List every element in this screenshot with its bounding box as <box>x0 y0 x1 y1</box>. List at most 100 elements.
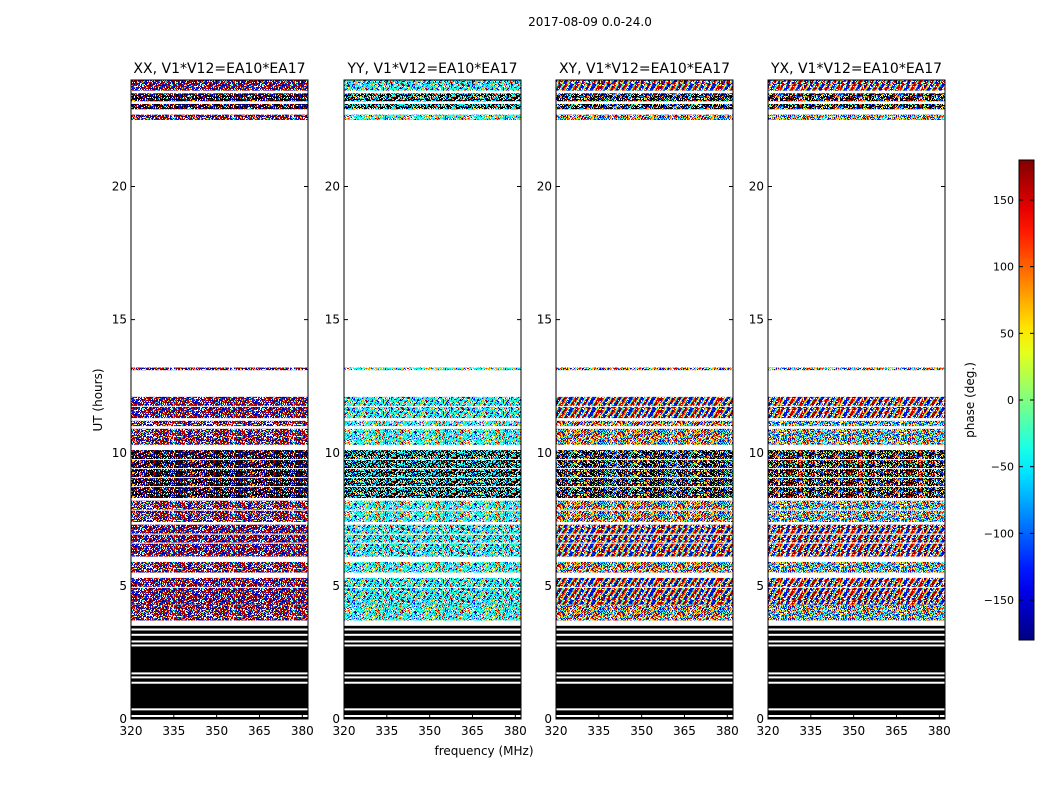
colorbar: 150 100 50 0 −50 −100 −150 <box>984 159 1035 641</box>
band-stripe <box>344 468 521 470</box>
band-gap <box>768 715 945 718</box>
band-fringe <box>556 524 733 557</box>
band-fringe <box>344 80 521 91</box>
band-stripe <box>344 533 521 535</box>
y-tick-label: 10 <box>749 446 764 460</box>
y-tick-label: 0 <box>332 712 340 726</box>
band-stripe <box>768 468 945 470</box>
band-noise <box>768 420 945 427</box>
band-gap <box>768 676 945 679</box>
panel-title: YY, V1*V12=EA10*EA17 <box>346 61 517 77</box>
band-noise <box>131 561 308 573</box>
panel-4: YX, V1*V12=EA10*EA17 320 335 350 365 380 0 5 10 1… <box>749 61 951 738</box>
y-tick-label: 0 <box>119 712 127 726</box>
band-stripe <box>131 533 308 535</box>
y-tick-label: 5 <box>756 579 764 593</box>
band-stripe <box>344 509 521 511</box>
x-tick-label: 320 <box>757 724 780 738</box>
band-noise <box>556 420 733 427</box>
band-fringe <box>131 396 308 419</box>
band-gap <box>131 644 308 647</box>
band-noise <box>131 367 308 371</box>
band-noise <box>344 114 521 120</box>
y-tick-label: 0 <box>756 712 764 726</box>
panel-image <box>344 80 521 719</box>
band-dense <box>131 450 308 499</box>
band-gap <box>344 672 521 675</box>
band-stripe <box>556 586 733 588</box>
band-dense <box>344 450 521 499</box>
band-gap <box>344 676 521 679</box>
band-noise <box>344 604 521 621</box>
band-stripe <box>131 468 308 470</box>
band-stripe <box>768 542 945 544</box>
band-fringe <box>768 577 945 605</box>
colorbar-tick-label: −50 <box>991 461 1014 474</box>
band-noise <box>556 114 733 120</box>
band-noise <box>768 367 945 371</box>
y-tick-label: 10 <box>537 446 552 460</box>
band-noise <box>344 561 521 573</box>
band-stripe <box>131 509 308 511</box>
band-stripe <box>131 586 308 588</box>
panel-frame <box>767 79 946 720</box>
band-noise <box>344 428 521 445</box>
band-fringe <box>344 524 521 557</box>
colorbar-tick-label: −100 <box>984 527 1014 540</box>
y-tick-label: 15 <box>537 313 552 327</box>
colorbar-tick-label: 100 <box>993 261 1014 274</box>
x-tick-label: 365 <box>885 724 908 738</box>
band-stripe <box>768 477 945 479</box>
band-dense <box>556 103 733 110</box>
band-stripe <box>768 405 945 407</box>
y-tick-label: 20 <box>325 180 340 194</box>
x-tick-label: 380 <box>716 724 739 738</box>
band-fringe <box>344 577 521 605</box>
band-gap <box>768 633 945 636</box>
band-noise <box>344 367 521 371</box>
band-noise <box>131 420 308 427</box>
band-gap <box>556 676 733 679</box>
band-stripe <box>344 459 521 461</box>
x-tick-label: 380 <box>928 724 951 738</box>
band-gap <box>344 644 521 647</box>
band-stripe <box>768 586 945 588</box>
panel-2: YY, V1*V12=EA10*EA17 320 335 350 365 380 0 5 10 1… <box>325 61 527 738</box>
band-gap <box>344 681 521 684</box>
band-stripe <box>556 542 733 544</box>
panel-title: XX, V1*V12=EA10*EA17 <box>133 61 305 77</box>
colorbar-tick-label: −150 <box>984 594 1014 607</box>
band-stripe <box>344 477 521 479</box>
band-gap <box>131 633 308 636</box>
colorbar-tick-label: 0 <box>1007 394 1014 407</box>
band-dense <box>556 93 733 102</box>
colorbar-tick-label: 150 <box>993 194 1014 207</box>
figure-suptitle: 2017-08-09 0.0-24.0 <box>528 15 652 29</box>
x-tick-label: 335 <box>162 724 185 738</box>
y-tick-label: 20 <box>112 180 127 194</box>
band-stripe <box>131 486 308 488</box>
band-stripe <box>556 486 733 488</box>
y-tick-label: 15 <box>325 313 340 327</box>
band-fringe <box>768 524 945 557</box>
band-noise <box>131 428 308 445</box>
band-noise <box>768 114 945 120</box>
band-gap <box>131 640 308 643</box>
colorbar-tick-label: 50 <box>1000 327 1014 340</box>
band-stripe <box>131 405 308 407</box>
x-tick-label: 320 <box>333 724 356 738</box>
x-tick-label: 365 <box>461 724 484 738</box>
band-fringe <box>131 577 308 605</box>
panel-frame <box>130 79 309 720</box>
band-stripe <box>344 542 521 544</box>
band-gap <box>768 644 945 647</box>
band-gap <box>131 708 308 711</box>
x-tick-label: 335 <box>799 724 822 738</box>
band-fringe <box>131 80 308 91</box>
panel-frame <box>555 79 734 720</box>
band-fringe <box>768 396 945 419</box>
colorbar-label: phase (deg.) <box>963 362 977 438</box>
band-gap <box>556 715 733 718</box>
y-tick-label: 5 <box>332 579 340 593</box>
